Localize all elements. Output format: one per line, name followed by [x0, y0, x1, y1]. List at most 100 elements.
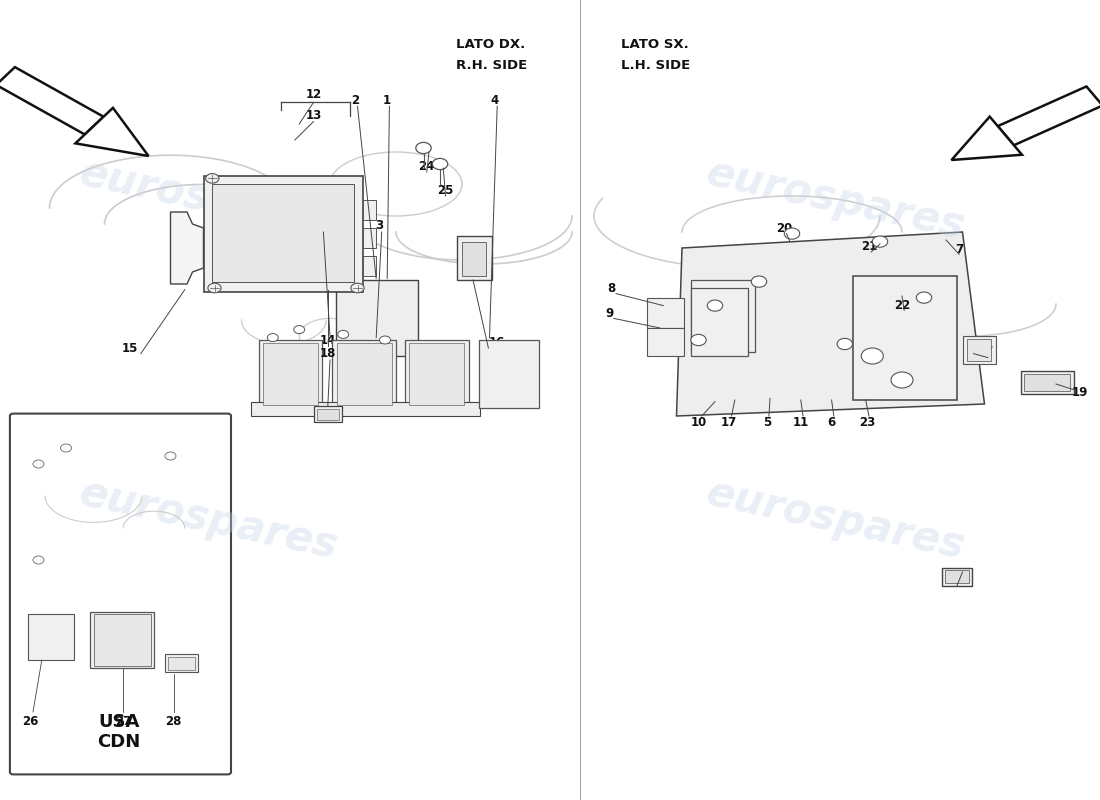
FancyBboxPatch shape: [10, 414, 231, 774]
Text: R.H. SIDE: R.H. SIDE: [456, 59, 528, 72]
Text: 28: 28: [166, 715, 182, 728]
Text: LATO SX.: LATO SX.: [621, 38, 690, 50]
Text: 4: 4: [491, 94, 499, 106]
Bar: [967, 339, 991, 361]
Polygon shape: [998, 86, 1100, 146]
Text: eurospares: eurospares: [76, 472, 342, 568]
Text: LATO DX.: LATO DX.: [456, 38, 526, 50]
Bar: [258, 340, 322, 408]
Circle shape: [784, 228, 800, 239]
Circle shape: [416, 142, 431, 154]
Circle shape: [60, 444, 72, 452]
Bar: [90, 612, 154, 668]
Bar: [852, 276, 957, 400]
Text: 18: 18: [955, 571, 970, 584]
Text: eurospares: eurospares: [76, 152, 342, 248]
Bar: [363, 200, 376, 220]
Circle shape: [751, 276, 767, 287]
Text: 3: 3: [375, 219, 384, 232]
Bar: [478, 340, 539, 408]
Bar: [691, 280, 755, 352]
Text: 22: 22: [894, 299, 910, 312]
Circle shape: [707, 300, 723, 311]
Circle shape: [379, 336, 390, 344]
Bar: [363, 228, 376, 248]
Bar: [647, 298, 684, 328]
Polygon shape: [676, 232, 984, 416]
Circle shape: [872, 236, 888, 247]
Polygon shape: [76, 108, 148, 156]
Text: 2: 2: [351, 94, 360, 106]
Bar: [212, 184, 354, 282]
Text: 9: 9: [605, 307, 614, 320]
Text: 6: 6: [827, 416, 836, 429]
Circle shape: [338, 330, 349, 338]
Text: L.H. SIDE: L.H. SIDE: [621, 59, 691, 72]
Polygon shape: [0, 67, 103, 134]
Text: 7: 7: [955, 243, 964, 256]
Circle shape: [916, 292, 932, 303]
Polygon shape: [952, 117, 1022, 160]
Circle shape: [691, 334, 706, 346]
Circle shape: [165, 452, 176, 460]
Circle shape: [267, 334, 278, 342]
Bar: [317, 409, 339, 420]
Text: 11: 11: [793, 416, 808, 429]
Bar: [251, 402, 480, 416]
Bar: [332, 340, 396, 408]
Text: 2: 2: [317, 219, 326, 232]
Bar: [28, 614, 74, 660]
Text: 17: 17: [978, 346, 993, 358]
Bar: [456, 236, 492, 280]
Bar: [942, 568, 972, 586]
Text: 27: 27: [116, 715, 131, 728]
Circle shape: [891, 372, 913, 388]
Bar: [405, 340, 469, 408]
Text: USA: USA: [98, 713, 140, 730]
Bar: [165, 654, 198, 672]
Circle shape: [294, 326, 305, 334]
Text: 20: 20: [777, 222, 792, 234]
Polygon shape: [170, 212, 204, 284]
Circle shape: [206, 174, 219, 183]
Text: 23: 23: [859, 416, 874, 429]
Bar: [363, 256, 376, 276]
Circle shape: [861, 348, 883, 364]
Bar: [1021, 371, 1074, 394]
Bar: [945, 570, 969, 583]
Text: 5: 5: [762, 416, 771, 429]
Circle shape: [208, 283, 221, 293]
Bar: [168, 657, 195, 670]
Text: 14: 14: [320, 334, 336, 346]
Bar: [263, 343, 318, 405]
Text: 24: 24: [419, 160, 435, 173]
Text: 16: 16: [490, 336, 505, 349]
Text: 13: 13: [306, 109, 321, 122]
Bar: [409, 343, 464, 405]
Text: 17: 17: [722, 416, 737, 429]
Circle shape: [432, 158, 448, 170]
Bar: [336, 280, 418, 356]
Text: 18: 18: [320, 347, 336, 360]
Circle shape: [33, 460, 44, 468]
Bar: [462, 242, 486, 276]
Text: 21: 21: [861, 240, 877, 253]
Text: 8: 8: [607, 282, 616, 294]
Text: CDN: CDN: [97, 733, 141, 750]
Text: 10: 10: [691, 416, 706, 429]
Text: 12: 12: [306, 88, 321, 101]
Circle shape: [351, 283, 364, 293]
Bar: [691, 288, 748, 356]
Bar: [204, 176, 363, 292]
Bar: [962, 336, 996, 364]
Bar: [314, 406, 342, 422]
Text: 19: 19: [1072, 386, 1088, 398]
Text: 15: 15: [122, 342, 138, 354]
Text: 1: 1: [383, 94, 392, 106]
Circle shape: [837, 338, 852, 350]
Bar: [337, 343, 392, 405]
Text: 26: 26: [23, 715, 38, 728]
Text: eurospares: eurospares: [703, 472, 969, 568]
Bar: [94, 614, 151, 666]
Circle shape: [33, 556, 44, 564]
